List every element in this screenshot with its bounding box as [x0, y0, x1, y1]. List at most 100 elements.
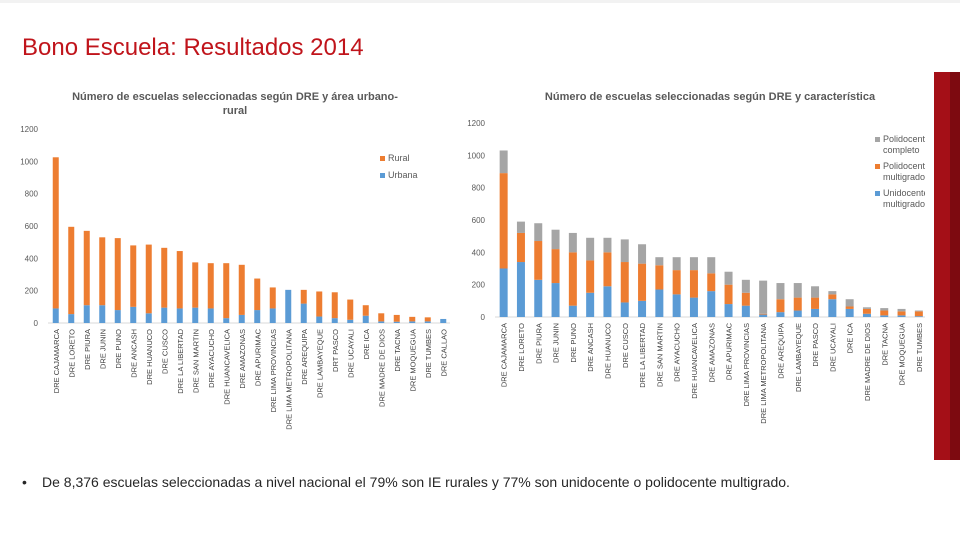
right-category-label: DRE LIMA METROPOLITANA [759, 323, 768, 424]
right-legend-label: multigrado [883, 172, 925, 182]
right-category-label: DRE ANCASH [586, 323, 595, 372]
right-bar-2 [828, 294, 837, 300]
right-bar-2 [499, 173, 508, 269]
right-y-tick-label: 400 [472, 248, 486, 257]
right-bar-1 [811, 308, 820, 317]
left-bar-2 [207, 263, 214, 309]
right-category-label: DRE LORETO [517, 323, 526, 372]
left-y-tick-label: 800 [25, 190, 39, 199]
right-bar-3 [897, 308, 906, 312]
right-category-label: DRE LIMA PROVINCIAS [742, 323, 751, 406]
right-bar-1 [603, 286, 612, 317]
bullet-dot: • [22, 474, 27, 490]
left-category-label: DRE LA LIBERTAD [176, 328, 185, 393]
right-category-label: DRE UCAYALI [828, 323, 837, 372]
left-bar-1 [440, 318, 447, 323]
left-bar-1 [114, 310, 121, 323]
left-bar-1 [347, 319, 354, 323]
chart-caracteristica: 0 200 400 600 800 1000 1200 DRE CAJAMARCA DRE LO… [467, 119, 925, 424]
right-category-label: DRE PUNO [569, 323, 578, 363]
right-bar-1 [568, 305, 577, 317]
right-bar-1 [793, 310, 802, 317]
left-category-label: DRT PASCO [331, 329, 340, 372]
left-bar-2 [269, 287, 276, 309]
right-category-label: DRE TACNA [880, 323, 889, 366]
right-category-label: DRE HUANCAVELICA [690, 323, 699, 399]
left-bar-1 [223, 318, 230, 323]
right-bar-1 [516, 262, 525, 317]
left-bar-2 [114, 238, 121, 311]
left-bar-2 [347, 299, 354, 320]
right-bar-3 [499, 150, 508, 174]
left-bar-2 [176, 251, 183, 309]
left-category-label: DRE MADRE DE DIOS [377, 329, 386, 407]
left-bar-2 [145, 244, 152, 314]
left-category-label: DRE CUSCO [160, 329, 169, 374]
right-category-label: DRE CAJAMARCA [500, 323, 509, 387]
left-category-label: DRE LIMA PROVINCIAS [269, 329, 278, 412]
left-bar-1 [409, 321, 416, 323]
left-bar-2 [83, 230, 90, 306]
right-y-tick-label: 0 [481, 313, 486, 322]
left-bar-1 [68, 314, 75, 323]
left-category-label: DRE UCAYALI [346, 329, 355, 378]
left-bar-2 [238, 264, 245, 315]
right-bar-1 [776, 312, 785, 317]
left-bar-1 [99, 305, 106, 323]
summary-text: De 8,376 escuelas seleccionadas a nivel … [42, 474, 790, 490]
right-category-label: DRE CUSCO [621, 323, 630, 368]
right-bar-2 [776, 299, 785, 313]
summary-bullet: • De 8,376 escuelas seleccionadas a nivel… [22, 474, 790, 490]
left-category-label: DRE LAMBAYEQUE [315, 329, 324, 398]
left-bar-1 [52, 308, 59, 323]
right-bar-2 [897, 311, 906, 316]
right-bar-2 [603, 252, 612, 287]
right-bar-1 [880, 315, 889, 317]
right-y-tick-label: 1200 [467, 119, 485, 128]
left-bar-2 [331, 292, 338, 319]
right-bar-1 [672, 294, 681, 317]
right-bar-1 [897, 315, 906, 317]
left-legend-swatch [380, 156, 385, 161]
right-bar-3 [620, 239, 629, 263]
right-bar-2 [516, 232, 525, 263]
right-category-label: DRE SAN MARTIN [655, 323, 664, 387]
right-bar-2 [741, 292, 750, 306]
right-bar-3 [534, 223, 543, 242]
right-category-label: DRE PASCO [811, 323, 820, 367]
left-bar-1 [130, 306, 137, 323]
right-y-tick-label: 1000 [467, 151, 485, 160]
left-bar-1 [83, 305, 90, 323]
right-bar-3 [724, 271, 733, 285]
left-category-label: DRE APURIMAC [253, 328, 262, 386]
right-bar-1 [741, 305, 750, 317]
left-category-label: DRE PUNO [114, 329, 123, 369]
left-bar-2 [424, 317, 431, 322]
right-bar-1 [638, 300, 647, 317]
left-category-label: DRE TACNA [393, 329, 402, 372]
right-bar-1 [724, 304, 733, 317]
right-y-tick-label: 200 [472, 281, 486, 290]
right-category-label: DRE PIURA [534, 323, 543, 364]
right-bar-2 [689, 270, 698, 298]
left-bar-1 [393, 321, 400, 323]
right-bar-2 [586, 260, 595, 293]
left-category-label: DRE ICA [362, 329, 371, 359]
chart-title-right: Número de escuelas seleccionadas según D… [544, 91, 876, 103]
left-y-tick-label: 200 [25, 287, 39, 296]
left-category-label: DRE SAN MARTIN [191, 329, 200, 393]
right-bar-2 [914, 311, 923, 317]
right-bar-3 [776, 283, 785, 300]
right-y-tick-label: 800 [472, 184, 486, 193]
left-legend-swatch [380, 173, 385, 178]
right-bar-2 [568, 252, 577, 306]
right-category-label: DRE AYACUCHO [673, 323, 682, 382]
left-y-tick-label: 1000 [20, 157, 38, 166]
right-legend-label: multigrado [883, 199, 925, 209]
right-category-label: DRE HUANUCO [603, 323, 612, 379]
right-bar-3 [603, 237, 612, 253]
right-bar-3 [862, 307, 871, 309]
left-category-label: DRE CAJAMARCA [52, 329, 61, 393]
right-bar-2 [845, 306, 854, 309]
right-legend-label: Polidocente [883, 161, 925, 171]
